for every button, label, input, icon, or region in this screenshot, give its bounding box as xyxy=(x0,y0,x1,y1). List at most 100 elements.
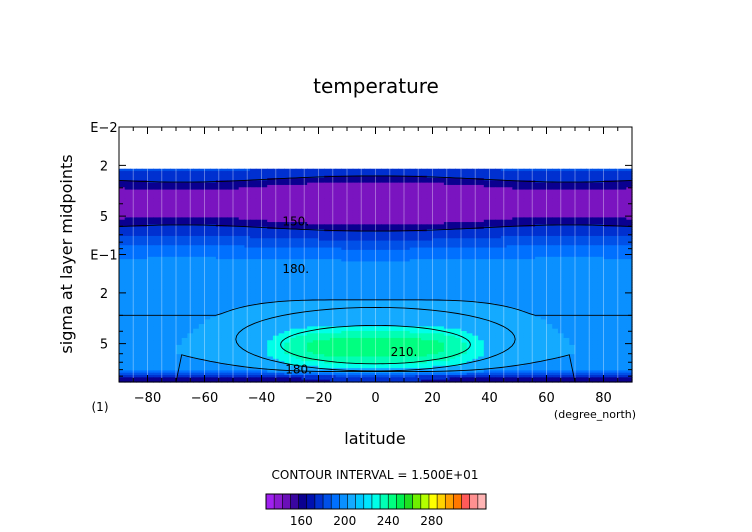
contour-cell xyxy=(130,233,137,237)
contour-cell xyxy=(575,191,582,195)
contour-cell xyxy=(261,205,268,209)
contour-cell xyxy=(267,184,274,188)
contour-cell xyxy=(147,224,154,228)
contour-cell xyxy=(415,259,422,263)
contour-cell xyxy=(506,291,513,295)
contour-cell xyxy=(614,289,622,293)
contour-cell xyxy=(278,249,285,253)
contour-cell xyxy=(512,266,519,270)
contour-cell xyxy=(301,219,308,223)
contour-cell xyxy=(290,245,297,249)
contour-cell xyxy=(575,254,582,258)
contour-cell xyxy=(136,171,143,174)
contour-cell xyxy=(233,222,240,225)
contour-cell xyxy=(540,229,548,232)
contour-cell xyxy=(455,247,462,251)
contour-cell xyxy=(426,280,434,283)
contour-cell xyxy=(130,196,137,200)
contour-cell xyxy=(335,171,342,174)
contour-cell xyxy=(158,189,166,193)
contour-cell xyxy=(307,291,314,295)
contour-cell xyxy=(449,219,456,223)
contour-cell xyxy=(136,173,143,177)
contour-cell xyxy=(307,266,314,270)
contour-cell xyxy=(535,175,542,179)
contour-cell xyxy=(421,182,428,186)
contour-cell xyxy=(506,263,513,267)
contour-cell xyxy=(347,266,354,270)
contour-cell xyxy=(364,296,371,300)
contour-cell xyxy=(238,219,245,223)
contour-cell xyxy=(500,208,508,212)
contour-cell xyxy=(483,219,491,223)
contour-cell xyxy=(119,184,126,188)
contour-cell xyxy=(449,268,456,272)
contour-cell xyxy=(575,212,582,216)
contour-cell xyxy=(449,201,456,205)
contour-cell xyxy=(335,270,342,274)
contour-cell xyxy=(518,226,525,230)
contour-cell xyxy=(215,175,223,179)
contour-cell xyxy=(552,280,559,283)
contour-cell xyxy=(250,270,257,274)
contour-cell xyxy=(198,189,206,193)
contour-cell xyxy=(215,173,223,177)
contour-cell xyxy=(130,178,137,181)
contour-cell xyxy=(278,240,285,244)
contour-cell xyxy=(158,226,166,230)
contour-cell xyxy=(586,242,593,246)
contour-cell xyxy=(466,196,473,200)
contour-cell xyxy=(557,191,565,195)
contour-cell xyxy=(586,277,593,281)
contour-cell xyxy=(187,217,194,221)
contour-cell xyxy=(597,210,605,214)
contour-cell xyxy=(523,178,530,181)
contour-cell xyxy=(318,242,325,246)
contour-cell xyxy=(415,175,422,179)
contour-cell xyxy=(404,219,411,223)
contour-cell xyxy=(318,245,325,249)
contour-cell xyxy=(267,208,274,212)
contour-cell xyxy=(176,256,183,260)
contour-cell xyxy=(620,284,627,288)
contour-cell xyxy=(369,249,377,253)
contour-cell xyxy=(221,235,228,239)
contour-cell xyxy=(170,184,177,188)
contour-cell xyxy=(193,210,200,214)
contour-cell xyxy=(597,171,605,174)
contour-cell xyxy=(483,168,491,172)
contour-cell xyxy=(210,194,217,198)
contour-cell xyxy=(609,231,616,235)
contour-cell xyxy=(250,266,257,270)
contour-cell xyxy=(495,168,502,172)
contour-cell xyxy=(278,187,285,191)
contour-cell xyxy=(552,245,559,249)
contour-cell xyxy=(347,249,354,253)
contour-cell xyxy=(540,268,548,272)
contour-cell xyxy=(141,263,149,267)
contour-cell xyxy=(438,210,445,214)
contour-cell xyxy=(187,249,194,253)
contour-cell xyxy=(318,222,325,225)
contour-cell xyxy=(261,198,268,202)
contour-cell xyxy=(575,273,582,276)
contour-cell xyxy=(176,189,183,193)
contour-cell xyxy=(569,184,576,188)
contour-cell xyxy=(124,259,131,263)
contour-cell xyxy=(176,191,183,195)
contour-cell xyxy=(329,191,337,195)
contour-cell xyxy=(620,261,627,265)
contour-cell xyxy=(352,261,359,265)
contour-cell xyxy=(176,219,183,223)
contour-cell xyxy=(432,168,439,172)
contour-cell xyxy=(267,275,274,279)
contour-cell xyxy=(124,187,131,191)
contour-cell xyxy=(472,284,479,288)
contour-cell xyxy=(164,189,171,193)
contour-cell xyxy=(170,194,177,198)
contour-cell xyxy=(312,238,320,242)
contour-cell xyxy=(136,296,143,300)
contour-cell xyxy=(290,282,297,286)
contour-cell xyxy=(358,270,365,274)
contour-cell xyxy=(347,275,354,279)
